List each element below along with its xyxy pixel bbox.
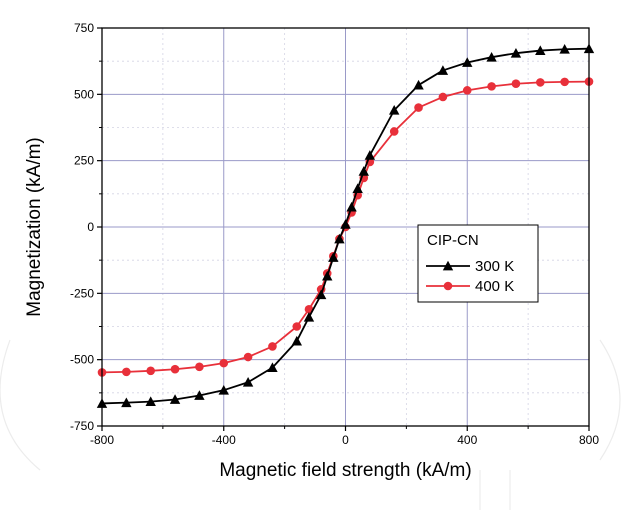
legend-box [417, 224, 539, 303]
data-point-400k [292, 322, 302, 331]
data-point-400k [389, 127, 399, 136]
data-point-300k [462, 57, 473, 67]
legend-entry-300k: 300 K [426, 258, 514, 275]
data-point-300k [121, 397, 132, 408]
y-tick-label: 250 [74, 154, 94, 168]
data-point-300k [340, 219, 351, 229]
series-300k [96, 43, 595, 408]
data-point-300k [346, 201, 357, 212]
data-point-300k [486, 51, 497, 62]
data-point-300k [242, 377, 254, 387]
background-watermark [0, 339, 621, 510]
legend-title: CIP-CN [427, 232, 479, 249]
legend-label-400k: 400 K [475, 278, 514, 295]
data-point-300k [413, 79, 424, 90]
data-point-300k [535, 45, 546, 55]
data-point-300k [510, 48, 522, 58]
y-tick-label: -500 [70, 353, 94, 367]
data-point-300k [267, 362, 278, 373]
data-point-400k [536, 78, 545, 87]
y-axis-title: Magnetization (kA/m) [24, 137, 45, 317]
data-point-400k [146, 366, 155, 376]
data-point-300k [218, 384, 229, 395]
data-point-300k [358, 166, 369, 176]
y-tick-label: 500 [74, 87, 94, 101]
legend-marker-400k [443, 281, 453, 291]
data-point-300k [334, 233, 345, 244]
data-point-400k [122, 367, 131, 377]
legend-label-300k: 300 K [475, 258, 514, 275]
data-point-400k [462, 86, 472, 95]
legend-marker-300k [442, 260, 454, 271]
data-point-300k [169, 394, 181, 404]
x-tick-label: 0 [342, 433, 349, 447]
y-tick-label: 0 [87, 220, 94, 234]
x-tick-label: 800 [579, 433, 599, 447]
data-point-400k [268, 342, 277, 351]
data-point-300k [291, 335, 302, 346]
data-point-300k [389, 105, 400, 115]
axis-ticks [97, 27, 590, 431]
x-tick-label: -800 [90, 433, 114, 447]
data-point-300k [328, 252, 339, 262]
data-point-300k [315, 289, 327, 300]
series-line-300k [101, 47, 590, 405]
data-point-300k [194, 390, 205, 400]
data-point-400k [487, 82, 496, 91]
data-point-300k [145, 396, 156, 407]
data-point-400k [243, 352, 253, 362]
data-point-400k [219, 358, 229, 368]
x-axis-title: Magnetic field strength (kA/m) [219, 460, 471, 481]
data-point-400k [414, 103, 423, 112]
data-point-300k [437, 65, 449, 75]
y-tick-label: -750 [70, 419, 94, 433]
y-tick-label: 750 [74, 21, 94, 35]
data-point-400k [170, 364, 180, 374]
data-point-400k [438, 92, 448, 102]
data-point-300k [352, 183, 363, 193]
x-tick-labels: -800 -400 0 400 800 [90, 433, 599, 447]
data-point-300k [303, 312, 315, 322]
legend-entry-400k: 400 K [426, 278, 514, 295]
data-point-300k [364, 150, 376, 160]
legend-entries: 300 K 400 K [426, 258, 514, 295]
x-tick-label: 400 [457, 433, 477, 447]
data-point-400k [511, 79, 521, 89]
data-point-400k [195, 362, 204, 372]
y-tick-labels: 750 500 250 0 -250 -500 -750 [70, 21, 94, 433]
data-point-300k [559, 44, 570, 54]
legend: CIP-CN 300 K 400 K [417, 224, 539, 303]
y-tick-label: -250 [70, 286, 94, 300]
data-point-300k [322, 270, 333, 281]
data-point-400k [560, 77, 569, 87]
x-tick-label: -400 [212, 433, 236, 447]
